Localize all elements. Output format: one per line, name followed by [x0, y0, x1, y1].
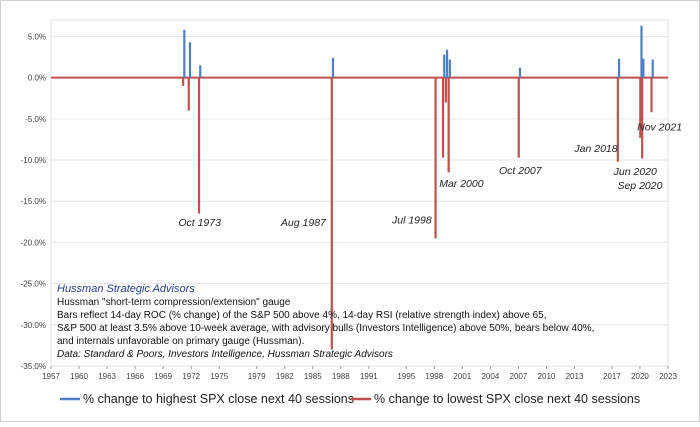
bar-lowest [447, 77, 450, 173]
bar-marks [182, 25, 654, 350]
y-tick-label: -10.0% [21, 156, 46, 165]
event-annotations: Oct 1973 Aug 1987 Jul 1998 Mar 2000 Oct 2007… [178, 121, 682, 229]
x-tick-label: 1975 [210, 372, 228, 381]
legend: % change to highest SPX close next 40 se… [60, 392, 640, 406]
event-label: Jan 2018 [573, 143, 617, 155]
legend-label-lowest: % change to lowest SPX close next 40 ses… [374, 392, 640, 406]
event-label: Mar 2000 [439, 178, 484, 190]
x-tick-label: 1966 [126, 372, 144, 381]
x-tick-label: 1991 [360, 372, 378, 381]
event-label: Oct 2007 [499, 165, 543, 177]
bar-lowest [187, 77, 190, 111]
x-tick-label: 2010 [538, 372, 556, 381]
y-axis-ticks: 5.0% 0.0% -5.0% -10.0% -15.0% -20.0% -25.0% -30… [21, 32, 46, 371]
event-label: Nov 2021 [637, 121, 682, 133]
x-tick-label: 1963 [98, 372, 116, 381]
x-tick-label: 1988 [332, 372, 350, 381]
bar-lowest [441, 77, 445, 158]
bar-lowest [197, 77, 201, 214]
x-tick-label: 1957 [42, 372, 60, 381]
bar-highest [445, 49, 449, 78]
bar-highest [640, 25, 643, 78]
notes-line-1: Hussman "short-term compression/extensio… [57, 297, 291, 308]
x-tick-label: 2017 [603, 372, 621, 381]
x-tick-label: 1982 [276, 372, 294, 381]
bar-lowest [182, 77, 185, 86]
y-tick-label: -20.0% [21, 238, 46, 247]
event-label: Oct 1973 [178, 217, 221, 229]
x-tick-label: 2001 [453, 372, 471, 381]
bar-highest [642, 58, 645, 78]
bar-lowest [444, 77, 447, 103]
event-label: Jun 2020 [613, 166, 657, 178]
x-tick-label: 1985 [304, 372, 322, 381]
bar-highest [448, 59, 451, 78]
notes-source: Data: Standard & Poors, Investors Intell… [57, 349, 393, 360]
y-tick-label: -25.0% [21, 280, 46, 289]
bar-highest [443, 54, 446, 78]
bar-lowest [650, 77, 653, 113]
bar-highest [331, 57, 335, 78]
x-tick-label: 2004 [481, 372, 499, 381]
legend-label-highest: % change to highest SPX close next 40 se… [83, 392, 354, 406]
event-label: Aug 1987 [280, 217, 327, 229]
x-tick-label: 1995 [397, 372, 415, 381]
notes-line-2: Bars reflect 14-day ROC (% change) of th… [57, 310, 547, 321]
x-tick-label: 1979 [248, 372, 266, 381]
bar-highest [183, 29, 186, 78]
x-tick-label: 2020 [631, 372, 649, 381]
x-tick-label: 1969 [154, 372, 172, 381]
bar-lowest [517, 77, 520, 158]
notes-block: Hussman Strategic Advisors Hussman "shor… [57, 283, 594, 360]
bar-lowest [434, 77, 437, 239]
event-label: Jul 1998 [391, 214, 432, 226]
bar-highest [518, 67, 522, 78]
y-tick-label: -5.0% [25, 115, 46, 124]
y-tick-label: -35.0% [21, 362, 46, 371]
x-tick-label: 2013 [566, 372, 584, 381]
x-tick-label: 1960 [70, 372, 88, 381]
bar-lowest [641, 77, 644, 159]
notes-line-4: and internals unfavorable on primary gau… [57, 336, 304, 347]
bar-lowest [616, 77, 619, 162]
x-axis-ticks: 1957 1960 1963 1966 1969 1972 1975 1979 1982 1985… [42, 366, 677, 381]
y-tick-label: 5.0% [28, 32, 46, 41]
y-tick-label: -30.0% [21, 321, 46, 330]
y-tick-label: 0.0% [28, 74, 46, 83]
x-tick-label: 1998 [425, 372, 443, 381]
bar-highest [617, 58, 621, 78]
event-label: Sep 2020 [617, 180, 662, 192]
notes-line-3: S&P 500 at least 3.5% above 10-week aver… [57, 323, 594, 334]
x-tick-label: 2023 [659, 372, 677, 381]
bar-lowest [639, 77, 642, 138]
bar-lowest [330, 77, 333, 350]
x-tick-label: 2007 [510, 372, 528, 381]
y-tick-label: -15.0% [21, 197, 46, 206]
bar-highest [199, 65, 202, 78]
bar-highest [651, 59, 654, 78]
notes-heading: Hussman Strategic Advisors [57, 283, 195, 295]
bar-highest [188, 42, 192, 78]
x-tick-label: 1972 [182, 372, 200, 381]
grid-lines [51, 35, 668, 367]
